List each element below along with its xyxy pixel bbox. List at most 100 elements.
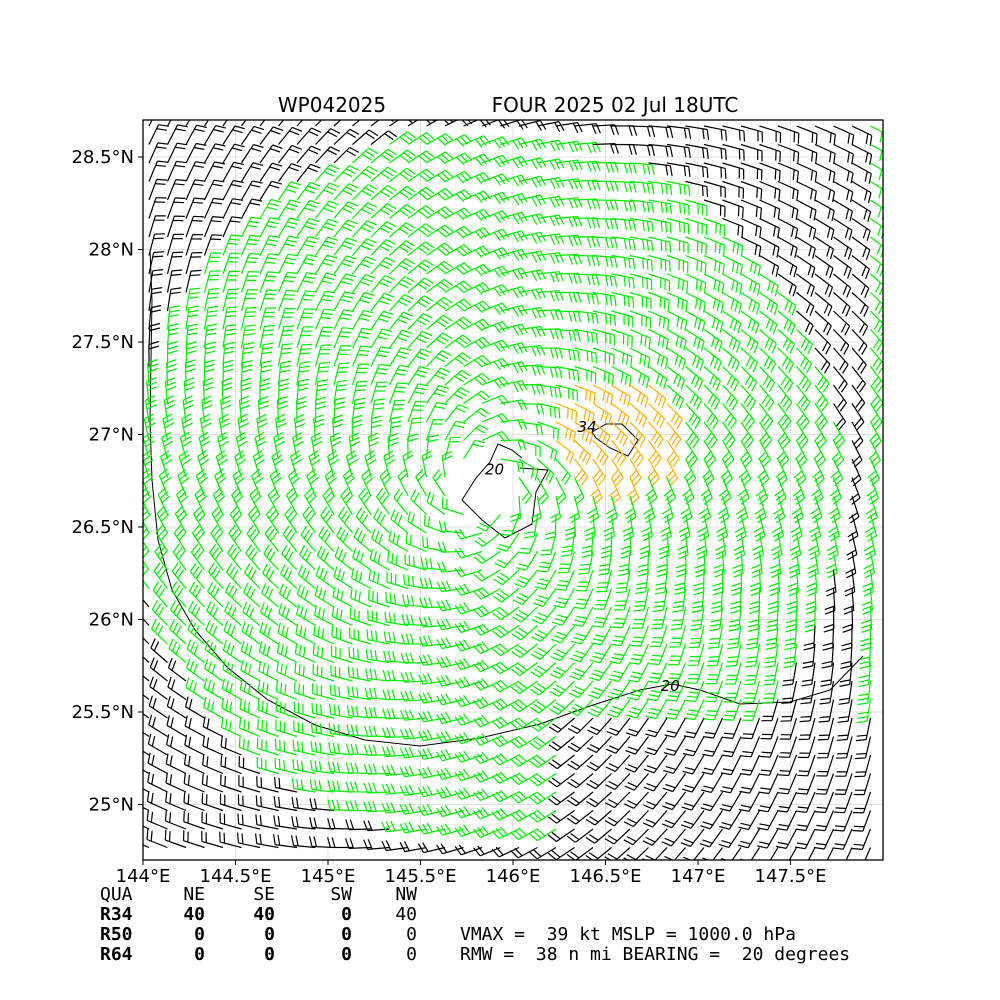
wind-barb: [426, 314, 453, 330]
wind-barb: [309, 779, 335, 793]
wind-barb: [685, 347, 704, 371]
wind-barb: [760, 717, 779, 740]
x-tick-label: 146°E: [486, 866, 541, 887]
wind-barb: [833, 273, 852, 298]
wind-barb: [574, 273, 600, 286]
wind-barb: [496, 532, 520, 552]
wind-barb: [454, 676, 483, 689]
wind-barb: [315, 146, 340, 164]
wind-barb: [330, 645, 353, 664]
wind-barb: [415, 468, 428, 497]
wind-barb: [454, 713, 483, 726]
x-tick-label: 147°E: [671, 866, 726, 887]
wind-barb: [420, 557, 446, 571]
wind-barb: [259, 378, 271, 404]
wind-barb: [296, 181, 321, 201]
wind-barb: [151, 600, 168, 626]
wind-barb: [792, 477, 806, 505]
wind-barb: [143, 413, 156, 441]
wind-barb: [277, 325, 295, 349]
wind-barb: [143, 656, 150, 663]
wind-barb: [658, 532, 670, 560]
wind-barb: [151, 619, 168, 645]
table-cell: 0: [194, 944, 205, 965]
wind-barb: [255, 814, 279, 830]
wind-barb: [592, 291, 617, 307]
wind-barb: [747, 606, 761, 632]
wind-barb: [481, 228, 510, 242]
wind-barb: [623, 847, 649, 860]
wind-barb: [648, 421, 664, 448]
wind-barb: [555, 140, 583, 153]
wind-barb: [611, 180, 637, 193]
wind-barb: [352, 202, 378, 219]
wind-barb: [315, 565, 335, 589]
wind-barb: [510, 790, 538, 804]
wind-barb: [730, 588, 742, 614]
wind-barb: [777, 384, 793, 412]
wind-barb: [328, 723, 353, 738]
wind-barb: [851, 292, 869, 317]
wind-barb: [701, 773, 724, 793]
wind-barb: [257, 395, 270, 423]
wind-barb: [680, 495, 693, 524]
wind-barb: [833, 366, 848, 393]
wind-barb: [381, 802, 409, 814]
wind-barb: [454, 547, 483, 559]
wind-barb: [721, 440, 735, 468]
wind-barb: [370, 398, 386, 423]
wind-barb: [740, 199, 762, 219]
wind-barb: [348, 647, 372, 664]
wind-barb: [221, 377, 233, 404]
wind-barb: [500, 418, 528, 430]
wind-barb: [454, 694, 483, 708]
wind-barb: [624, 791, 649, 809]
wind-barb: [407, 132, 435, 146]
wind-barb: [296, 120, 304, 127]
wind-barb: [611, 273, 635, 289]
wind-barb: [817, 736, 835, 759]
wind-barb: [776, 440, 790, 468]
wind-barb: [399, 784, 427, 796]
wind-barb: [537, 252, 565, 264]
wind-barb: [351, 397, 366, 423]
wind-barb: [370, 239, 396, 256]
wind-barb: [181, 413, 193, 441]
wind-barb: [417, 822, 446, 835]
wind-barb: [166, 359, 178, 386]
wind-barb: [203, 252, 222, 275]
wind-barb: [796, 347, 813, 374]
wind-barb: [722, 366, 740, 392]
wind-barb: [833, 810, 853, 832]
wind-barb: [572, 606, 594, 627]
wind-barb: [346, 724, 372, 738]
wind-barb: [313, 414, 325, 441]
wind-barb: [296, 254, 318, 275]
wind-barb: [183, 792, 205, 812]
wind-barb: [246, 525, 261, 552]
wind-barb: [219, 831, 242, 849]
wind-barb: [352, 147, 379, 164]
wind-barb: [258, 660, 279, 682]
wind-barb: [481, 357, 510, 371]
wind-barb: [666, 680, 687, 702]
wind-barb: [444, 436, 461, 460]
wind-barb: [500, 323, 528, 336]
wind-barb: [833, 180, 854, 203]
wind-barb: [333, 309, 355, 330]
wind-barb: [185, 197, 205, 219]
wind-barb: [611, 440, 627, 467]
wind-barb: [417, 804, 446, 816]
wind-barb: [252, 450, 266, 478]
wind-barb: [739, 754, 761, 776]
wind-barb: [437, 541, 464, 553]
wind-barb: [795, 421, 809, 449]
wind-barb: [382, 727, 409, 739]
wind-barb: [436, 730, 464, 743]
wind-barb: [548, 699, 575, 715]
wind-barb: [237, 794, 261, 812]
wind-barb: [491, 826, 520, 840]
wind-barb: [611, 347, 633, 367]
wind-barb: [144, 395, 157, 423]
